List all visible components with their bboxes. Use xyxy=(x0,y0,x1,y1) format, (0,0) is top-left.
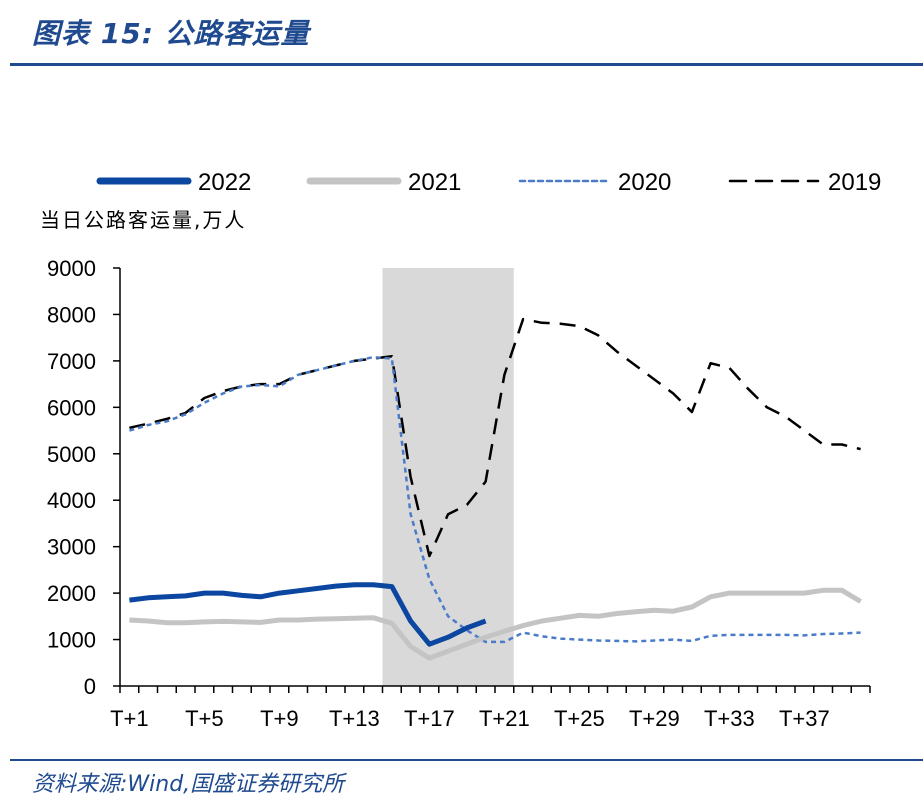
legend-label-2019: 2019 xyxy=(828,169,881,196)
series-line-2020 xyxy=(129,355,861,644)
x-tick-label: T+37 xyxy=(779,706,830,731)
axes-layer: 0 1000 2000 3000 4000 5000 6000 7000 8000 9000 T+1… xyxy=(47,256,871,731)
source-note: 资料来源:Wind,国盛证券研究所 xyxy=(32,772,345,797)
series-layer xyxy=(129,317,862,661)
bottom-divider xyxy=(10,759,923,761)
x-tick-label: T+1 xyxy=(110,706,149,731)
y-tick-label: 0 xyxy=(84,674,96,699)
x-tick-label: T+25 xyxy=(554,706,605,731)
x-tick-label: T+5 xyxy=(185,706,224,731)
y-tick-label: 9000 xyxy=(47,256,96,281)
highlight-band-layer xyxy=(382,268,514,686)
legend-label-2021: 2021 xyxy=(408,169,461,196)
y-tick-label: 4000 xyxy=(47,488,96,513)
series-line-2022 xyxy=(129,582,487,647)
x-tick-label: T+13 xyxy=(329,706,380,731)
highlight-band xyxy=(382,268,514,686)
top-divider xyxy=(10,63,923,66)
figure-title: 图表 15: 公路客运量 xyxy=(32,17,310,50)
series-line-2019 xyxy=(129,317,861,558)
y-tick-label: 3000 xyxy=(47,535,96,560)
x-tick-label: T+33 xyxy=(704,706,755,731)
x-tick-label: T+17 xyxy=(404,706,455,731)
x-tick-label: T+29 xyxy=(629,706,680,731)
y-tick-label: 5000 xyxy=(47,442,96,467)
x-tick-label: T+9 xyxy=(260,706,299,731)
line-chart: 0 1000 2000 3000 4000 5000 6000 7000 8000 9000 T+1… xyxy=(47,169,881,731)
y-tick-label: 8000 xyxy=(47,302,96,327)
y-tick-label: 1000 xyxy=(47,628,96,653)
series-line-2021 xyxy=(129,587,862,661)
y-tick-label: 6000 xyxy=(47,395,96,420)
legend-label-2022: 2022 xyxy=(198,169,251,196)
legend-label-2020: 2020 xyxy=(618,169,671,196)
legend: 2022 2021 2020 2019 xyxy=(96,169,881,196)
y-tick-label: 2000 xyxy=(47,581,96,606)
y-axis-label: 当日公路客运量,万人 xyxy=(40,208,247,232)
y-tick-label: 7000 xyxy=(47,349,96,374)
x-tick-label: T+21 xyxy=(479,706,530,731)
